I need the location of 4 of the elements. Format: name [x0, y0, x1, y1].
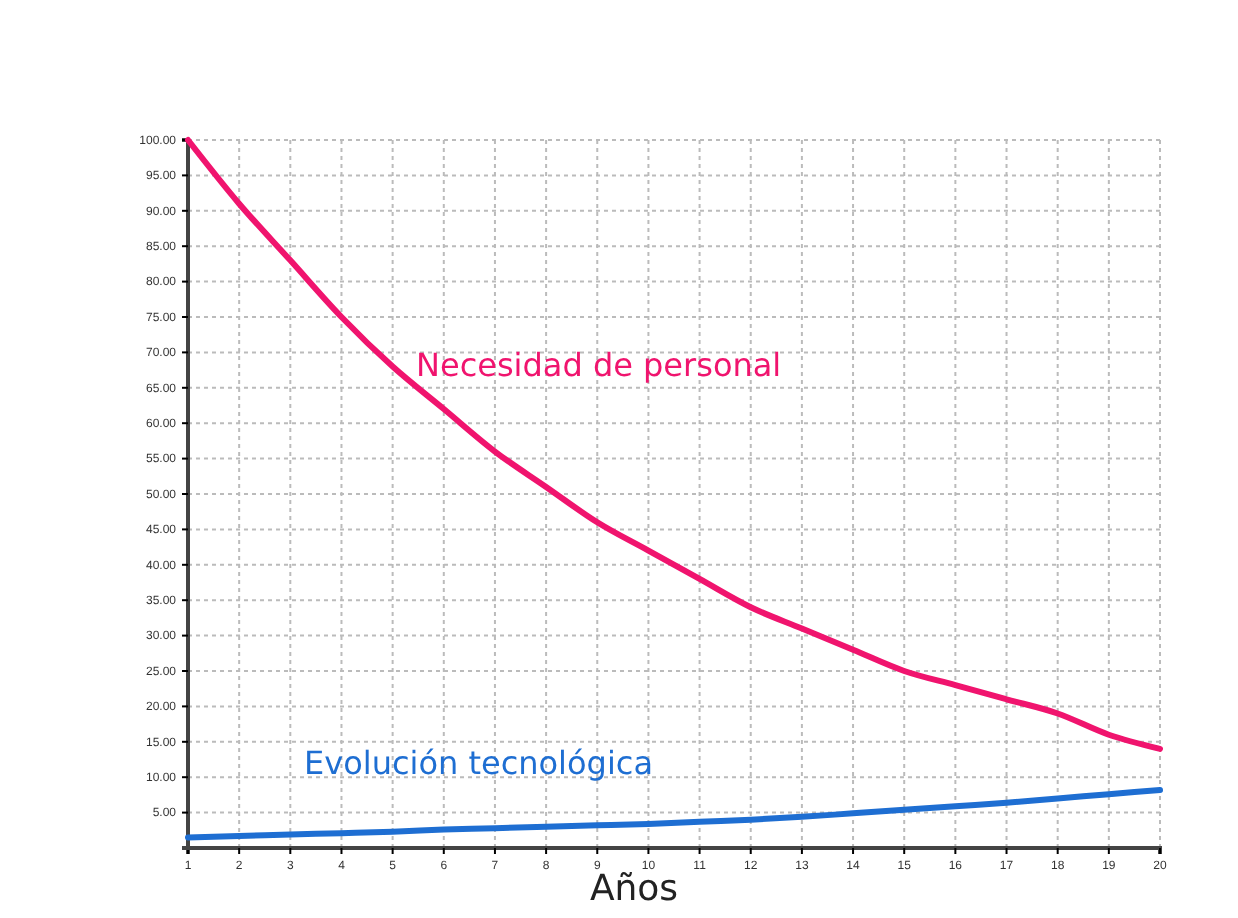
series-label: Evolución tecnológica: [304, 744, 653, 782]
line-series: [185, 786, 1163, 841]
x-axis-title: Años: [589, 868, 679, 910]
series-label: Necesidad de personal: [416, 346, 782, 384]
